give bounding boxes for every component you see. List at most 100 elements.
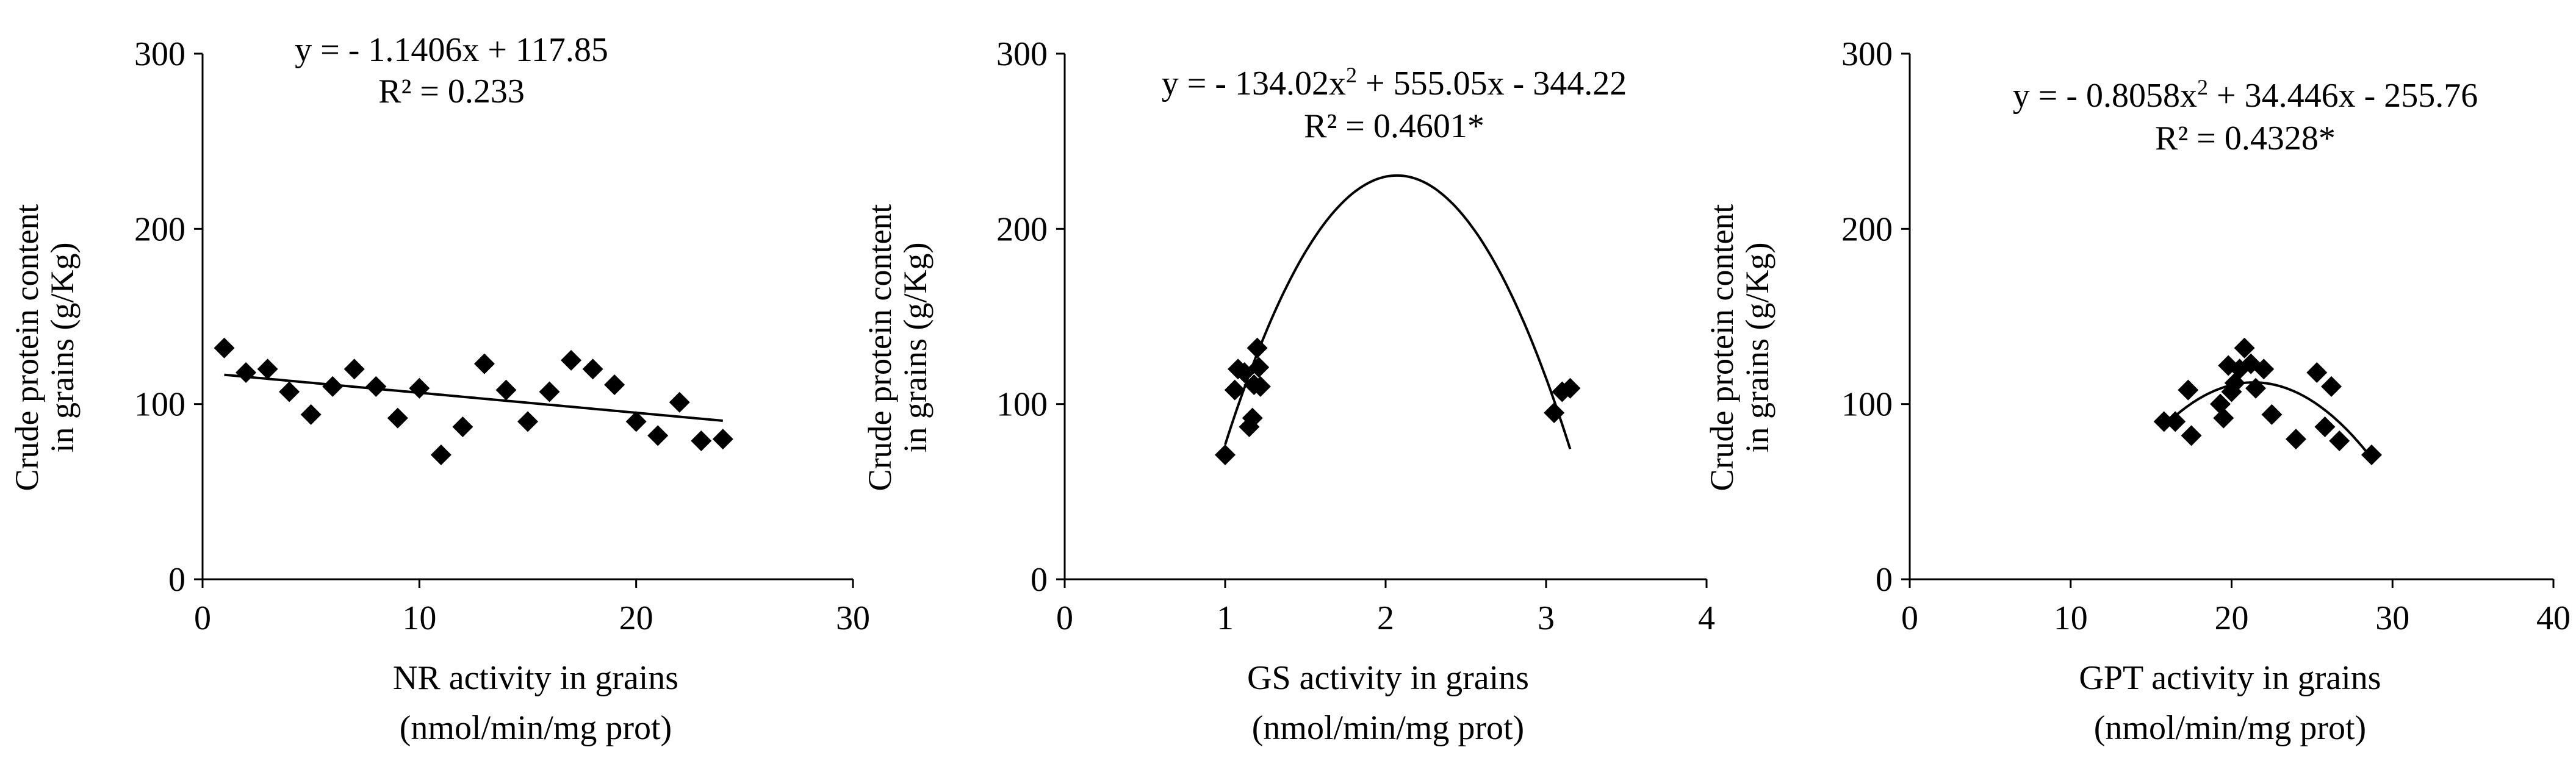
r2-prefix: R² = [1304, 107, 1373, 145]
equation-label: y = - 134.02x2 + 555.05x - 344.22 [1162, 63, 1627, 102]
chart-gpt-activity: Crude protein content in grains (g/Kg) 0… [1704, 35, 2571, 747]
y-axis-label: Crude protein content in grains (g/Kg) [862, 204, 934, 491]
y-axis-label-line1: Crude protein content [9, 204, 45, 491]
trendline-group [2163, 381, 2373, 459]
data-point [1247, 337, 1268, 359]
r2-value: 0.233 [448, 73, 525, 110]
data-point [2178, 379, 2199, 401]
chart-nr-activity: Crude protein content in grains (g/Kg) 0… [9, 31, 870, 747]
y-axis-label: Crude protein content in grains (g/Kg) [1704, 204, 1775, 491]
data-point [1248, 357, 1270, 378]
x-tick-label: 20 [2215, 599, 2249, 637]
equation-part-2: + 555.05x - 344.22 [1357, 65, 1627, 102]
y-tick-label: 0 [168, 561, 185, 599]
data-point [2213, 407, 2234, 429]
x-tick-label: 30 [2375, 599, 2409, 637]
y-tick-label: 300 [996, 35, 1048, 73]
x-axis-label-line1: GPT activity in grains [2079, 659, 2381, 697]
data-point [1215, 444, 1236, 465]
y-axis-label-line1: Crude protein content [862, 204, 898, 491]
x-tick-label: 4 [1698, 599, 1715, 637]
x-tick-label: 0 [1056, 599, 1073, 637]
y-tick-label: 100 [134, 386, 185, 424]
y-axis-label: Crude protein content in grains (g/Kg) [9, 204, 81, 491]
x-axis-label-line1: NR activity in grains [393, 659, 678, 697]
data-point [2314, 416, 2336, 438]
equation-superscript: 2 [2197, 75, 2208, 99]
data-point [495, 379, 517, 401]
trendline [2163, 381, 2373, 459]
data-point [1224, 379, 1245, 401]
data-point [1242, 407, 1263, 429]
data-point [2210, 393, 2231, 415]
data-point [409, 377, 430, 399]
data-point [344, 359, 365, 380]
data-point [604, 374, 625, 396]
data-point [257, 359, 278, 380]
data-point [279, 381, 300, 402]
r2-prefix: R² = [2155, 120, 2225, 157]
data-point [214, 337, 235, 359]
r2-label: R² = 0.233 [378, 73, 525, 110]
x-tick-label: 10 [2054, 599, 2088, 637]
data-point [2234, 337, 2255, 359]
x-tick-label: 30 [836, 599, 870, 637]
y-tick-label: 300 [1841, 35, 1893, 73]
data-points [1215, 337, 1581, 465]
data-point [473, 353, 495, 374]
y-tick-label: 100 [1841, 386, 1893, 424]
data-point [236, 362, 257, 383]
x-tick-label: 10 [402, 599, 436, 637]
data-point [2361, 444, 2382, 465]
data-point [2165, 411, 2186, 432]
trendline [224, 373, 723, 422]
y-tick-label: 0 [1031, 561, 1048, 599]
r2-label: R² = 0.4328* [2155, 120, 2336, 157]
data-point [2321, 376, 2342, 397]
data-point [712, 429, 733, 450]
x-axis-label-line1: GS activity in grains [1247, 659, 1529, 697]
equation-label: y = - 0.8058x2 + 34.446x - 255.76 [2013, 75, 2478, 115]
y-tick-label: 300 [134, 35, 185, 73]
x-tick-label: 3 [1538, 599, 1555, 637]
data-point [647, 425, 669, 446]
data-point [2261, 404, 2283, 425]
r2-label: R² = 0.4601* [1304, 107, 1484, 145]
trendline-group [224, 373, 723, 422]
r2-value: 0.4601* [1373, 107, 1484, 145]
trendline [1224, 174, 1572, 449]
data-point [2286, 429, 2306, 450]
y-axis-label-line2: in grains (g/Kg) [897, 243, 934, 453]
data-point [1544, 402, 1565, 424]
data-point [625, 411, 647, 432]
data-point [387, 407, 408, 429]
data-point [2306, 362, 2328, 383]
y-tick-label: 200 [1841, 210, 1893, 248]
equation-part-2: + 34.446x - 255.76 [2208, 77, 2478, 115]
x-tick-label: 1 [1217, 599, 1234, 637]
data-point [452, 416, 473, 438]
x-axis-label-line2: (nmol/min/mg prot) [2094, 709, 2366, 747]
data-point [517, 411, 538, 432]
equation-part-1: y = - 0.8058x [2013, 77, 2197, 115]
chart-gs-activity: Crude protein content in grains (g/Kg) 0… [862, 35, 1715, 747]
data-point [1250, 376, 1271, 397]
x-tick-label: 20 [619, 599, 653, 637]
data-point [2181, 425, 2202, 446]
equation-label: y = - 1.1406x + 117.85 [295, 31, 608, 69]
data-point [539, 381, 560, 402]
data-point [1560, 377, 1581, 399]
r2-value: 0.4328* [2225, 120, 2336, 157]
data-point [2329, 430, 2350, 452]
data-point [300, 404, 322, 425]
axes: 0 100 200 300 0 1 2 3 4 [996, 35, 1715, 637]
y-tick-label: 100 [996, 386, 1048, 424]
data-points [214, 337, 733, 465]
x-axis-label-line2: (nmol/min/mg prot) [1252, 709, 1524, 747]
equation-superscript: 2 [1346, 63, 1357, 87]
data-point [430, 444, 452, 465]
trendline-group [1224, 174, 1572, 449]
data-point [561, 349, 582, 371]
